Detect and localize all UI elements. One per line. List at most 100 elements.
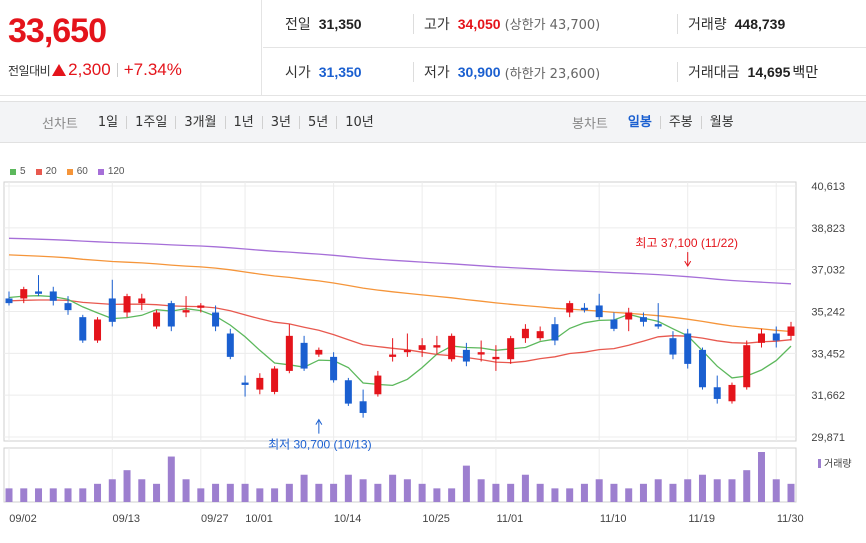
volume-bar xyxy=(108,479,116,502)
candle-body xyxy=(108,298,116,322)
legend-ma60: 60 xyxy=(66,166,88,177)
period-3y-button[interactable]: 3년 xyxy=(261,115,299,129)
volume-bar xyxy=(241,483,249,502)
volume-bar xyxy=(167,456,175,502)
candle-body xyxy=(728,384,736,402)
candle-body xyxy=(418,345,426,350)
stat-value: 31,350 xyxy=(318,64,362,80)
volume-bar xyxy=(507,483,515,502)
period-1w-button[interactable]: 1주일 xyxy=(126,115,175,129)
x-tick-label: 09/13 xyxy=(113,513,141,525)
period-3m-button[interactable]: 3개월 xyxy=(175,115,224,129)
volume-bar xyxy=(654,479,662,502)
low-annotation: 최저 30,700 (10/13) xyxy=(268,438,371,452)
legend-label: 5 xyxy=(20,166,26,177)
candle-body xyxy=(462,349,470,362)
volume-bar xyxy=(462,465,470,502)
candle-body xyxy=(448,335,456,360)
candle-body xyxy=(654,324,662,327)
candle-body xyxy=(610,319,618,329)
candle-body xyxy=(167,303,175,327)
legend-ma20: 20 xyxy=(35,166,57,177)
x-tick-label: 11/10 xyxy=(600,513,627,525)
candle-chart-label: 봉차트 xyxy=(572,116,608,132)
volume-bar xyxy=(5,488,13,502)
stats-grid: 전일 31,350 고가 34,050 (상한가 43,700) 거래량 448… xyxy=(263,0,866,96)
candle-body xyxy=(79,317,87,341)
volume-bar xyxy=(197,488,205,502)
volume-bar xyxy=(138,479,146,502)
volume-bar xyxy=(521,474,529,502)
stat-high: 고가 34,050 (상한가 43,700) xyxy=(413,13,601,34)
candle-body xyxy=(403,349,411,353)
volume-bar xyxy=(787,483,795,502)
candle-body xyxy=(359,401,367,413)
stats-row-2: 시가 31,350 저가 30,900 (하한가 23,600) 거래대금 14… xyxy=(263,48,866,96)
volume-bar xyxy=(610,483,618,502)
stat-open: 시가 31,350 xyxy=(285,62,362,82)
candle-monthly-button[interactable]: 월봉 xyxy=(700,115,742,129)
candle-body xyxy=(669,338,677,355)
ma120-line xyxy=(8,237,792,285)
volume-bar xyxy=(403,479,411,502)
candle-body xyxy=(492,356,500,360)
volume-bar xyxy=(477,479,485,502)
ma60-line xyxy=(8,254,792,333)
volume-bar xyxy=(772,479,780,502)
candle-body xyxy=(772,333,780,341)
candle-body xyxy=(787,326,795,336)
x-tick-label: 10/01 xyxy=(245,513,273,525)
volume-plot-frame xyxy=(3,447,797,503)
ma20-line xyxy=(8,299,792,364)
low-arrow-head xyxy=(315,418,323,425)
volume-bar xyxy=(123,470,131,502)
stat-value: 448,739 xyxy=(734,15,786,32)
candle-body xyxy=(5,298,13,304)
legend-label: 60 xyxy=(76,166,88,177)
volume-bar xyxy=(580,483,588,502)
period-10y-button[interactable]: 10년 xyxy=(336,115,382,129)
volume-bar xyxy=(374,483,382,502)
period-1d-button[interactable]: 1일 xyxy=(97,114,119,130)
change-label: 전일대비 xyxy=(8,63,51,78)
current-price: 33,650 xyxy=(8,12,107,50)
stat-label: 거래량 xyxy=(688,16,727,33)
candle-body xyxy=(271,368,279,392)
stat-lower-limit: (하한가 23,600) xyxy=(504,66,601,82)
legend-swatch xyxy=(10,168,16,175)
stat-upper-limit: (상한가 43,700) xyxy=(504,18,601,33)
high-arrow-head xyxy=(684,260,692,268)
candle-body xyxy=(300,342,308,369)
stat-value: 34,050 xyxy=(457,15,501,32)
period-1y-button[interactable]: 1년 xyxy=(224,115,262,129)
volume-bar xyxy=(64,488,72,502)
candle-body xyxy=(123,296,131,313)
quote-header: 33,650 전일대비 2,300 +7.34% 전일 31,350 고가 34… xyxy=(0,0,866,96)
volume-bar xyxy=(492,483,500,502)
stat-volume: 거래량 448,739 xyxy=(677,13,786,34)
volume-bar xyxy=(448,488,456,502)
x-tick-label: 11/01 xyxy=(497,513,524,525)
x-tick-label: 11/30 xyxy=(777,513,804,525)
candle-body xyxy=(595,305,603,318)
candle-body xyxy=(625,312,633,320)
stat-value: 30,900 xyxy=(457,64,501,80)
volume-bar xyxy=(639,483,647,502)
volume-bar xyxy=(595,479,603,502)
candle-body xyxy=(285,335,293,371)
candle-body xyxy=(639,317,647,322)
candle-daily-button[interactable]: 일봉 xyxy=(627,114,652,130)
stat-label: 저가 xyxy=(424,65,450,81)
candle-body xyxy=(241,382,249,385)
volume-bar xyxy=(94,483,102,502)
legend-ma120: 120 xyxy=(97,166,125,177)
candle-body xyxy=(64,303,72,311)
period-5y-button[interactable]: 5년 xyxy=(299,115,336,129)
stat-amount: 거래대금 14,695 백만 xyxy=(677,62,818,82)
volume-bar xyxy=(743,470,751,502)
candle-body xyxy=(743,345,751,388)
candle-body xyxy=(580,307,588,311)
stat-prev-close: 전일 31,350 xyxy=(285,14,362,34)
candle-weekly-button[interactable]: 주봉 xyxy=(659,115,701,129)
line-chart-label: 선차트 xyxy=(42,116,78,132)
